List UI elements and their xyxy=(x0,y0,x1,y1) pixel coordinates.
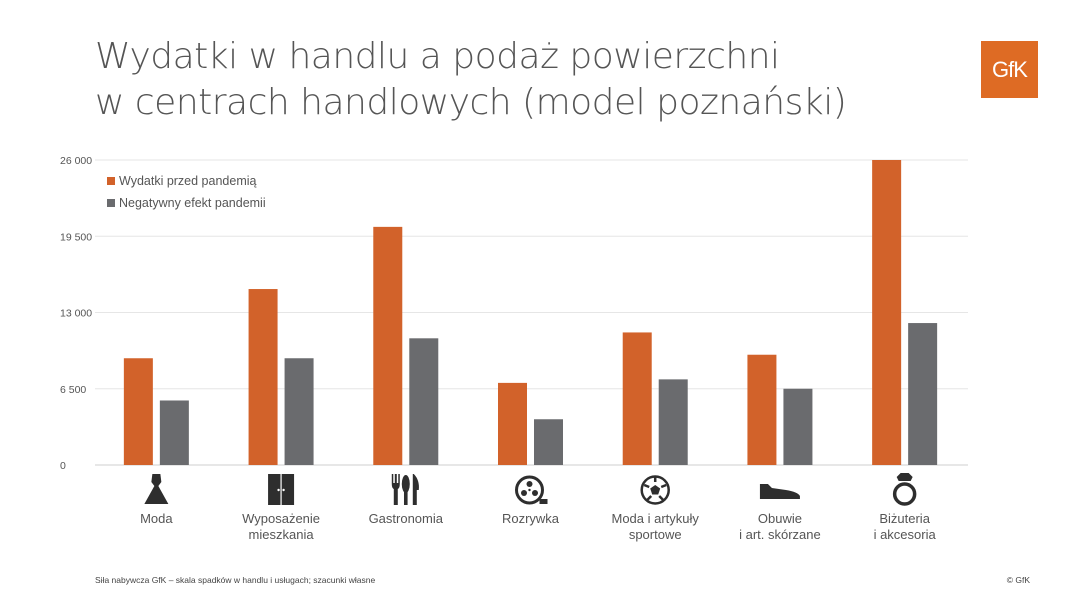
category-label: Biżuteria i akcesoria xyxy=(873,511,936,542)
bar-pandemic-effect xyxy=(284,358,314,465)
bar-before-pandemic xyxy=(373,226,403,465)
ring-icon xyxy=(892,473,917,506)
football-icon xyxy=(640,475,670,505)
gfk-logo: GfK xyxy=(981,41,1038,98)
category-label: Moda xyxy=(140,511,173,526)
category-label: Gastronomia xyxy=(368,511,443,526)
film-reel-icon xyxy=(515,475,548,505)
bar-before-pandemic xyxy=(622,332,652,465)
bar-before-pandemic xyxy=(248,289,278,465)
bar-pandemic-effect xyxy=(908,323,938,465)
legend-label: Wydatki przed pandemią xyxy=(119,174,257,188)
legend-label: Negatywny efekt pandemii xyxy=(119,196,266,210)
footer-source: Siła nabywcza GfK – skala spadków w hand… xyxy=(95,575,376,585)
chart-title: Wydatki w handlu a podaż powierzchni w c… xyxy=(95,34,915,126)
y-tick-label: 0 xyxy=(60,460,66,472)
y-tick-label: 13 000 xyxy=(60,308,92,320)
legend-swatch xyxy=(107,177,115,185)
cutlery-icon xyxy=(391,474,419,505)
wardrobe-icon xyxy=(268,474,295,505)
category-label: Rozrywka xyxy=(501,511,560,526)
category-label: Obuwie i art. skórzane xyxy=(739,511,821,542)
bar-before-pandemic xyxy=(747,354,777,465)
bar-pandemic-effect xyxy=(159,400,189,465)
bar-pandemic-effect xyxy=(409,338,439,465)
y-tick-label: 19 500 xyxy=(60,231,92,243)
bar-pandemic-effect xyxy=(658,379,688,465)
category-label: Moda i artykuły sportowe xyxy=(611,511,699,542)
category-label: Wyposażenie mieszkania xyxy=(242,511,321,542)
y-tick-label: 6 500 xyxy=(60,384,86,396)
footer-copyright: © GfK xyxy=(1006,575,1030,585)
bar-before-pandemic xyxy=(872,160,902,465)
title-line-2: w centrach handlowych (model poznański) xyxy=(95,82,847,123)
shoe-icon xyxy=(759,484,800,499)
bar-pandemic-effect xyxy=(783,388,813,465)
bar-before-pandemic xyxy=(498,382,527,465)
legend-swatch xyxy=(107,199,115,207)
y-tick-label: 26 000 xyxy=(60,155,92,167)
dress-icon xyxy=(144,474,169,504)
bar-before-pandemic xyxy=(123,358,153,465)
title-line-1: Wydatki w handlu a podaż powierzchni xyxy=(95,36,780,77)
bar-pandemic-effect xyxy=(534,419,563,465)
logo-text: GfK xyxy=(992,56,1028,82)
